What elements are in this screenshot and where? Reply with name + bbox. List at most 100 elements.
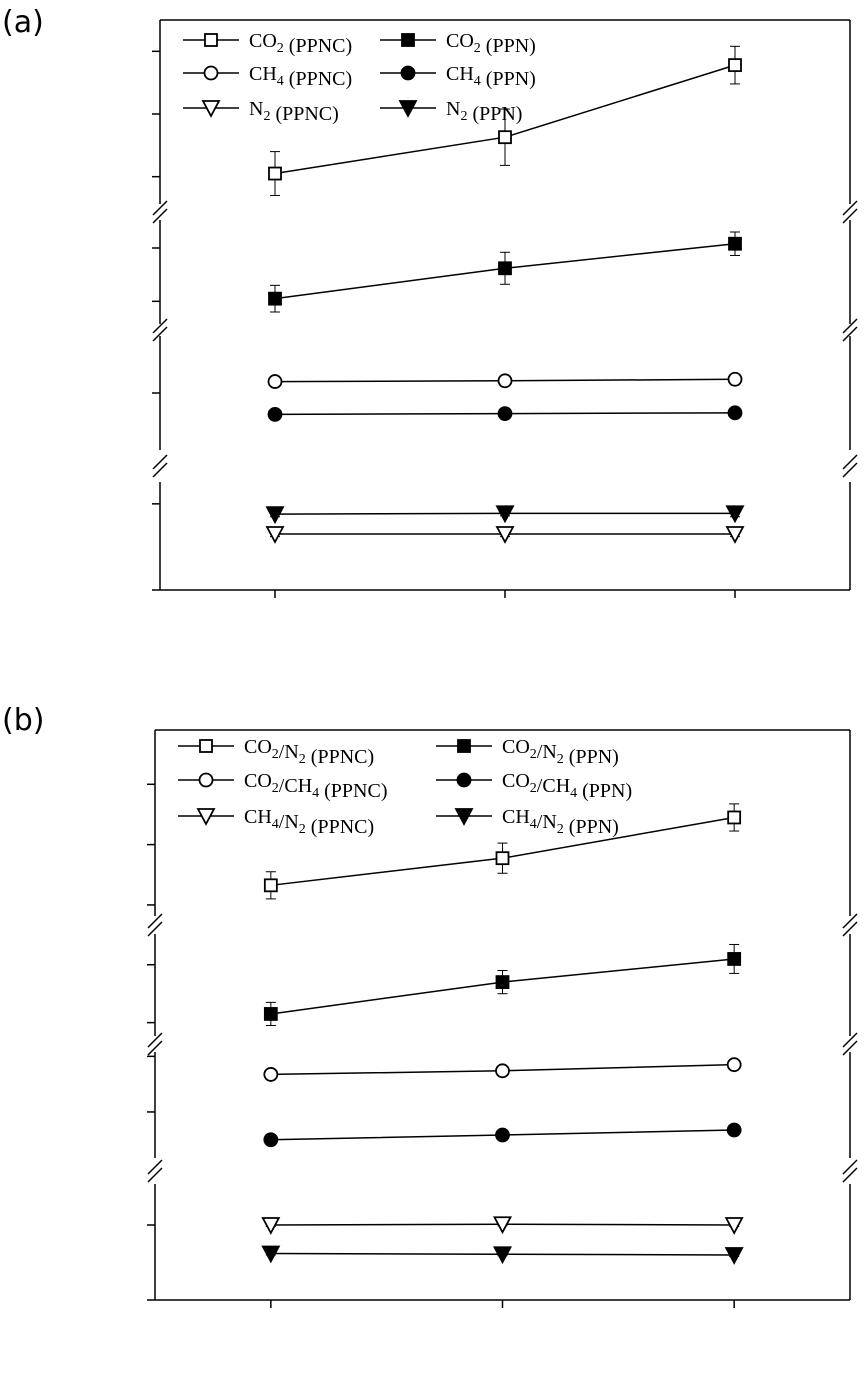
legend-marker xyxy=(205,34,217,46)
legend-item: CH4/N2 (PPN) xyxy=(436,806,619,838)
legend-label-text: CO xyxy=(249,30,277,52)
legend-label-subscript: 2 xyxy=(272,781,279,796)
legend-label-suffix: (PPNC) xyxy=(284,68,352,90)
legend-label-subscript: 4 xyxy=(474,74,481,89)
series-ch4-n2-ppn- xyxy=(263,1247,742,1264)
legend-label-text: N xyxy=(249,98,263,120)
legend-marker xyxy=(458,740,470,752)
legend-label-suffix: (PPN) xyxy=(564,816,619,838)
data-point xyxy=(728,1124,741,1137)
legend-label-subscript: 2 xyxy=(272,747,279,762)
legend-label: CH4/N2 (PPNC) xyxy=(244,806,374,838)
chart-panel-b: CO2/N2 (PPNC) CO2/N2 (PPN)CO2/CH4 (PPNC) C… xyxy=(147,730,857,1308)
legend-item: CO2/CH4 (PPN) xyxy=(436,770,632,802)
legend-label-text: CO xyxy=(502,770,530,792)
legend-label: CO2/CH4 (PPNC) xyxy=(244,770,388,802)
legend-label-subscript: 4 xyxy=(570,786,577,801)
legend-item: CO2 (PPNC) xyxy=(183,30,352,57)
data-point xyxy=(496,1129,509,1142)
legend-label-subscript: 4 xyxy=(272,817,279,832)
axis-break-mark xyxy=(148,1168,162,1182)
legend-label-subscript: 4 xyxy=(530,817,537,832)
axis-break-mark xyxy=(148,922,162,936)
legend-label: CH4/N2 (PPN) xyxy=(502,806,619,838)
legend-label: CH4 (PPNC) xyxy=(249,63,352,90)
legend-label-subscript: 4 xyxy=(277,74,284,89)
legend-label-text: /CH xyxy=(537,775,570,797)
data-point xyxy=(265,1008,277,1020)
legend-item: CH4 (PPNC) xyxy=(183,63,352,90)
axis-break-mark xyxy=(843,1168,857,1182)
data-point xyxy=(264,1133,277,1146)
legend-label-text: CO xyxy=(502,736,530,758)
data-point xyxy=(499,262,511,274)
legend-label-text: /N xyxy=(537,741,557,763)
data-point xyxy=(728,953,740,965)
series-co2-ppn- xyxy=(269,232,741,312)
legend-item: CO2/CH4 (PPNC) xyxy=(178,770,388,802)
data-point xyxy=(728,1058,741,1071)
legend-label-subscript: 2 xyxy=(299,822,306,837)
legend-label-text: /N xyxy=(279,811,299,833)
legend-label-text: CO xyxy=(244,736,272,758)
legend-label: CO2 (PPNC) xyxy=(249,30,352,57)
data-point xyxy=(265,879,277,891)
legend-item: CO2/N2 (PPN) xyxy=(436,736,619,768)
legend-label-text: /N xyxy=(279,741,299,763)
legend-label-text: CO xyxy=(244,770,272,792)
legend-marker xyxy=(200,740,212,752)
legend-label: CO2/N2 (PPNC) xyxy=(244,736,374,768)
chart-panel-a: CO2 (PPNC) CO2 (PPN)CH4 (PPNC) CH4 (PPN)N2… xyxy=(152,20,857,598)
legend-marker xyxy=(205,67,218,80)
series-co2-ch4-ppnc- xyxy=(264,1058,740,1081)
legend-label-subscript: 2 xyxy=(263,109,270,124)
legend-marker xyxy=(458,774,471,787)
data-point xyxy=(499,374,512,387)
legend-item: CH4/N2 (PPNC) xyxy=(178,806,374,838)
legend-label-suffix: (PPN) xyxy=(481,35,536,57)
legend-label-suffix: (PPNC) xyxy=(284,35,352,57)
legend-label-subscript: 2 xyxy=(277,41,284,56)
legend-label-subscript: 2 xyxy=(530,747,537,762)
series-co2-ch4-ppn- xyxy=(264,1124,740,1147)
legend-label: CH4 (PPN) xyxy=(446,63,536,90)
panel-label-a: (a) xyxy=(2,5,44,40)
legend-label-text: CH xyxy=(244,806,272,828)
series-co2-n2-ppn- xyxy=(265,944,740,1025)
legend-item: CH4 (PPN) xyxy=(380,63,536,90)
legend-label: CO2 (PPN) xyxy=(446,30,536,57)
axis-break-mark xyxy=(843,914,857,928)
data-point xyxy=(729,406,742,419)
panel-label-b: (b) xyxy=(2,703,44,738)
legend-label-suffix: (PPNC) xyxy=(319,780,387,802)
axis-break-mark xyxy=(153,463,167,477)
legend-label: CO2/N2 (PPN) xyxy=(502,736,619,768)
axis-break-mark xyxy=(843,463,857,477)
series-ch4-ppnc- xyxy=(269,373,742,388)
data-point xyxy=(729,373,742,386)
legend-item: CO2 (PPN) xyxy=(380,30,536,57)
axis-break-mark xyxy=(843,922,857,936)
data-point xyxy=(269,375,282,388)
series-ch4-n2-ppnc- xyxy=(263,1217,742,1233)
legend-label-subscript: 2 xyxy=(557,822,564,837)
legend-label: N2 (PPN) xyxy=(446,98,522,125)
legend-label-suffix: (PPN) xyxy=(467,103,522,125)
data-point xyxy=(499,407,512,420)
legend-label-suffix: (PPNC) xyxy=(306,746,374,768)
series-n2-ppnc- xyxy=(267,527,743,542)
legend-item: CO2/N2 (PPNC) xyxy=(178,736,374,768)
axis-break-mark xyxy=(843,1160,857,1174)
axis-break-mark xyxy=(148,1160,162,1174)
axis-break-mark xyxy=(153,455,167,469)
legend: CO2 (PPNC) CO2 (PPN)CH4 (PPNC) CH4 (PPN)N2… xyxy=(183,30,536,125)
legend-label-text: CO xyxy=(446,30,474,52)
series-n2-ppn- xyxy=(267,506,743,522)
legend-label-suffix: (PPN) xyxy=(564,746,619,768)
legend-marker xyxy=(402,67,415,80)
data-point xyxy=(497,976,509,988)
legend-item: N2 (PPN) xyxy=(380,98,522,125)
legend-label-suffix: (PPN) xyxy=(577,780,632,802)
legend-label-suffix: (PPN) xyxy=(481,68,536,90)
data-point xyxy=(497,852,509,864)
